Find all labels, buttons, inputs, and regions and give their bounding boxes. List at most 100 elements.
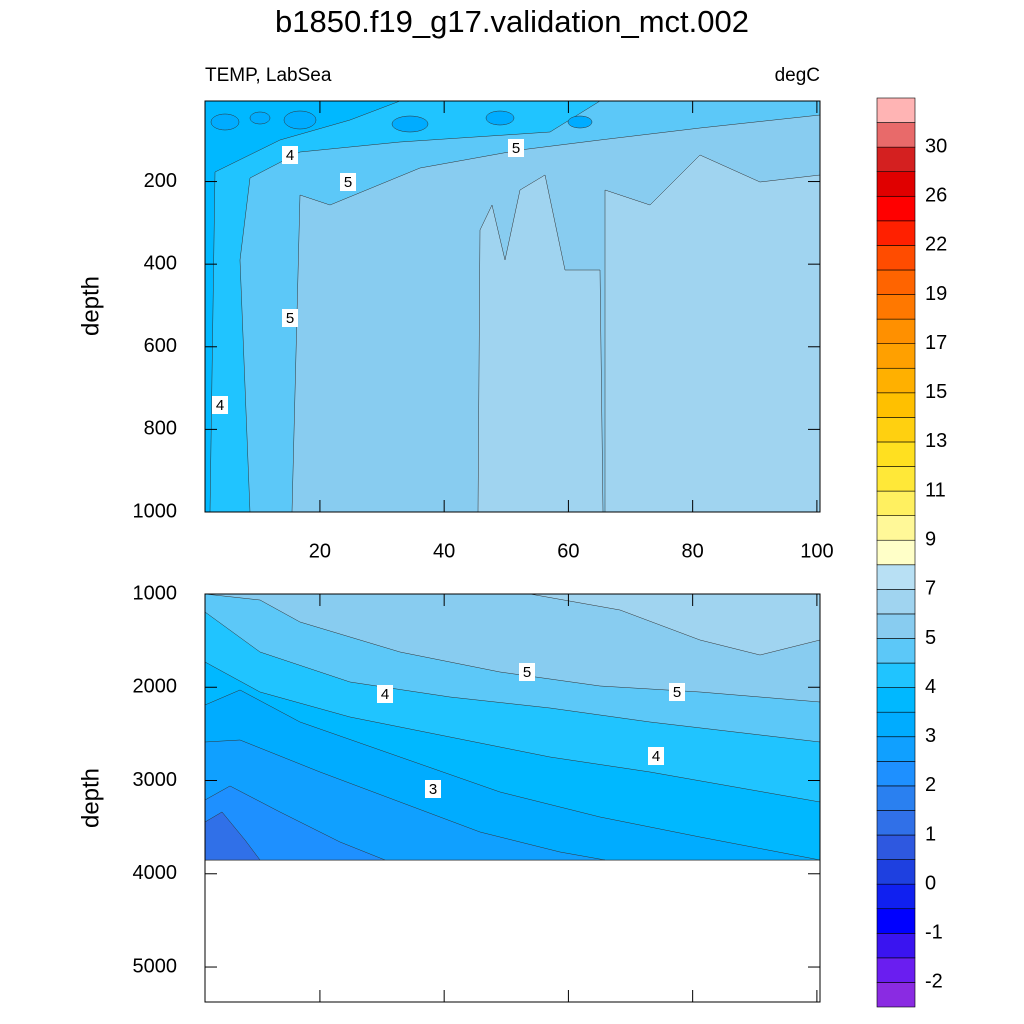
- colorbar-box: [876, 711, 916, 738]
- colorbar-box: [876, 932, 916, 959]
- colorbar-box: [876, 589, 916, 615]
- contour-label: 5: [673, 684, 681, 701]
- contour-band: [283, 110, 317, 130]
- colorbar-box: [876, 490, 916, 516]
- x-tick-label: 40: [433, 540, 455, 562]
- colorbar-label: 13: [925, 430, 947, 452]
- contour-label-bg: [282, 309, 298, 327]
- y-tick-label: 1000: [133, 500, 178, 522]
- colorbar-box: [876, 392, 916, 418]
- contour-label: 4: [381, 686, 389, 703]
- y-tick-label: 800: [144, 418, 177, 440]
- colorbar-label: 1: [925, 823, 936, 845]
- colorbar-label: 26: [925, 185, 947, 207]
- colorbar-label: 15: [925, 381, 947, 403]
- colorbar-box: [876, 269, 916, 295]
- contour-band: [249, 111, 271, 125]
- y-tick-label: 2000: [133, 676, 178, 698]
- colorbar-label: 30: [925, 135, 947, 157]
- contour-label-bg: [669, 683, 685, 701]
- y-axis-label: depth: [77, 768, 104, 828]
- colorbar-box: [876, 859, 916, 885]
- plot-frame: [204, 100, 821, 513]
- x-tick-label: 60: [557, 540, 579, 562]
- colorbar-box: [876, 294, 916, 320]
- y-tick-label: 200: [144, 170, 177, 192]
- colorbar-box: [876, 957, 916, 983]
- colorbar-box: [876, 245, 916, 271]
- colorbar-label: 22: [925, 234, 947, 256]
- y-tick-label: 4000: [133, 862, 178, 884]
- x-tick-label: 100: [800, 540, 833, 562]
- contour-label: 5: [344, 174, 352, 191]
- contour-label-bg: [425, 780, 441, 798]
- colorbar-label: 11: [925, 479, 946, 501]
- colorbar-box: [876, 982, 916, 1008]
- colorbar-box: [876, 834, 916, 860]
- contour-label: 5: [512, 140, 520, 157]
- y-tick-label: 1000: [133, 582, 178, 604]
- contour-band: [477, 174, 604, 513]
- colorbar-box: [876, 220, 916, 246]
- colorbar-box: [876, 613, 916, 639]
- colorbar-box: [876, 343, 916, 369]
- contour-band: [210, 113, 240, 131]
- colorbar-label: 9: [925, 528, 936, 550]
- contour-label: 3: [429, 781, 437, 798]
- colorbar-label: 3: [925, 725, 936, 747]
- contour-label: 5: [286, 310, 294, 327]
- colorbar-box: [876, 417, 916, 443]
- colorbar-label: 0: [925, 872, 936, 894]
- contour-band: [485, 110, 515, 126]
- contour-label: 4: [216, 397, 224, 414]
- colorbar-box: [876, 908, 916, 934]
- colorbar-box: [876, 736, 916, 762]
- colorbar-box: [876, 122, 916, 148]
- colorbar-label: 7: [925, 578, 936, 600]
- y-tick-label: 400: [144, 252, 177, 274]
- contour-band: [391, 115, 429, 133]
- colorbar-label: 17: [925, 332, 947, 354]
- colorbar-box: [876, 515, 916, 541]
- colorbar-box: [876, 195, 916, 222]
- x-tick-label: 80: [682, 540, 704, 562]
- y-tick-label: 600: [144, 335, 177, 357]
- colorbar-box: [876, 564, 916, 590]
- colorbar-box: [876, 146, 916, 173]
- contour-label: 4: [286, 147, 294, 164]
- colorbar-box: [876, 687, 916, 713]
- contour-label: 4: [652, 748, 660, 765]
- contour-label: 5: [523, 664, 531, 681]
- colorbar-label: 2: [925, 774, 936, 796]
- contour-label-bg: [282, 146, 298, 164]
- y-axis-label: depth: [77, 276, 104, 336]
- left-label: TEMP, LabSea: [205, 65, 332, 86]
- colorbar-box: [876, 97, 916, 123]
- chart-title: b1850.f19_g17.validation_mct.002: [275, 4, 749, 39]
- colorbar-box: [876, 662, 916, 688]
- colorbar-label: -1: [925, 922, 943, 944]
- contour-label-bg: [508, 139, 524, 157]
- colorbar-label: -2: [925, 971, 943, 993]
- colorbar-label: 19: [925, 283, 947, 305]
- colorbar-box: [876, 638, 916, 664]
- colorbar-box: [876, 761, 916, 787]
- colorbar-box: [876, 810, 916, 836]
- colorbar-box: [876, 466, 916, 492]
- colorbar-label: 4: [925, 676, 936, 698]
- contour-label-bg: [648, 747, 664, 765]
- contour-band: [567, 115, 593, 129]
- colorbar-box: [876, 441, 916, 467]
- contour-label-bg: [519, 663, 535, 681]
- y-tick-label: 5000: [133, 955, 178, 977]
- colorbar-box: [876, 883, 916, 910]
- plot-frame: [204, 593, 821, 1003]
- x-tick-label: 20: [309, 540, 331, 562]
- contour-label-bg: [212, 396, 228, 414]
- colorbar-box: [876, 318, 916, 344]
- colorbar-box: [876, 539, 916, 566]
- right-label: degC: [775, 65, 820, 86]
- colorbar-box: [876, 785, 916, 811]
- y-tick-label: 3000: [133, 769, 178, 791]
